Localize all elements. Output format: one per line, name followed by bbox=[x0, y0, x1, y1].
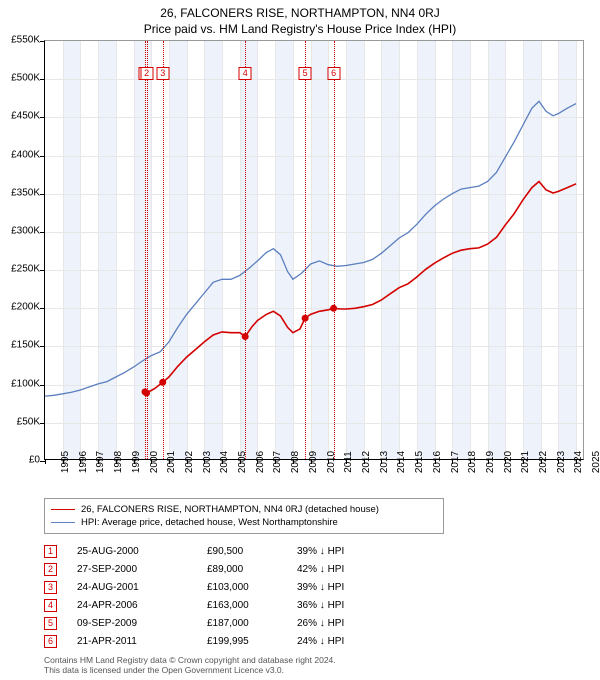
y-tick-label: £550K bbox=[0, 35, 40, 46]
sales-row-delta: 39% ↓ HPI bbox=[297, 546, 397, 557]
legend-row: 26, FALCONERS RISE, NORTHAMPTON, NN4 0RJ… bbox=[51, 503, 437, 516]
legend-label: 26, FALCONERS RISE, NORTHAMPTON, NN4 0RJ… bbox=[81, 504, 379, 515]
footer-line1: Contains HM Land Registry data © Crown c… bbox=[44, 655, 336, 666]
sales-row-number: 3 bbox=[44, 581, 57, 594]
x-tick-label: 2025 bbox=[575, 451, 600, 473]
sales-row-price: £103,000 bbox=[207, 582, 297, 593]
y-tick bbox=[40, 270, 45, 271]
sales-row-date: 24-AUG-2001 bbox=[77, 582, 207, 593]
sales-row: 6 21-APR-2011£199,99524% ↓ HPI bbox=[44, 632, 397, 650]
y-tick-label: £300K bbox=[0, 225, 40, 236]
sale-marker-number: 5 bbox=[299, 67, 312, 80]
sale-marker-line bbox=[305, 41, 306, 459]
sales-row: 3 24-AUG-2001£103,00039% ↓ HPI bbox=[44, 578, 397, 596]
y-tick-label: £50K bbox=[0, 416, 40, 427]
sales-row-price: £90,500 bbox=[207, 546, 297, 557]
chart-plot-area: 123456 bbox=[44, 40, 584, 460]
y-tick-label: £150K bbox=[0, 340, 40, 351]
sales-row-number: 1 bbox=[44, 545, 57, 558]
y-tick-label: £250K bbox=[0, 264, 40, 275]
sales-row-delta: 26% ↓ HPI bbox=[297, 618, 397, 629]
y-tick-label: £500K bbox=[0, 73, 40, 84]
y-tick bbox=[40, 156, 45, 157]
sales-row-price: £163,000 bbox=[207, 600, 297, 611]
hpi-line bbox=[45, 101, 576, 396]
sale-marker-line bbox=[147, 41, 148, 459]
sales-row-number: 4 bbox=[44, 599, 57, 612]
sales-row-price: £89,000 bbox=[207, 564, 297, 575]
sales-row-price: £199,995 bbox=[207, 636, 297, 647]
y-tick bbox=[40, 423, 45, 424]
chart-title-subtitle: Price paid vs. HM Land Registry's House … bbox=[0, 20, 600, 40]
y-tick-label: £400K bbox=[0, 149, 40, 160]
sale-marker-number: 3 bbox=[156, 67, 169, 80]
sales-row-number: 6 bbox=[44, 635, 57, 648]
y-tick bbox=[40, 346, 45, 347]
sales-row: 1 25-AUG-2000£90,50039% ↓ HPI bbox=[44, 542, 397, 560]
sales-table: 125-AUG-2000£90,50039% ↓ HPI227-SEP-2000… bbox=[44, 542, 397, 650]
y-tick-label: £450K bbox=[0, 111, 40, 122]
legend-label: HPI: Average price, detached house, West… bbox=[81, 517, 338, 528]
chart-svg bbox=[45, 41, 583, 459]
y-tick-label: £200K bbox=[0, 302, 40, 313]
sales-row-delta: 36% ↓ HPI bbox=[297, 600, 397, 611]
sales-row-delta: 39% ↓ HPI bbox=[297, 582, 397, 593]
y-tick-label: £0 bbox=[0, 455, 40, 466]
sales-row-number: 2 bbox=[44, 563, 57, 576]
y-tick bbox=[40, 385, 45, 386]
chart-legend: 26, FALCONERS RISE, NORTHAMPTON, NN4 0RJ… bbox=[44, 498, 444, 534]
sales-row-date: 09-SEP-2009 bbox=[77, 618, 207, 629]
legend-swatch bbox=[51, 509, 75, 510]
footer-attribution: Contains HM Land Registry data © Crown c… bbox=[44, 655, 336, 676]
y-tick bbox=[40, 232, 45, 233]
chart-title-address: 26, FALCONERS RISE, NORTHAMPTON, NN4 0RJ bbox=[0, 0, 600, 20]
sales-row-delta: 42% ↓ HPI bbox=[297, 564, 397, 575]
sales-row-date: 24-APR-2006 bbox=[77, 600, 207, 611]
sale-marker-line bbox=[163, 41, 164, 459]
sales-row-date: 25-AUG-2000 bbox=[77, 546, 207, 557]
sales-row: 5 09-SEP-2009£187,00026% ↓ HPI bbox=[44, 614, 397, 632]
y-tick bbox=[40, 79, 45, 80]
footer-line2: This data is licensed under the Open Gov… bbox=[44, 665, 336, 676]
sale-marker-line bbox=[334, 41, 335, 459]
sales-row-price: £187,000 bbox=[207, 618, 297, 629]
y-tick-label: £100K bbox=[0, 378, 40, 389]
sales-row: 4 24-APR-2006£163,00036% ↓ HPI bbox=[44, 596, 397, 614]
y-tick bbox=[40, 117, 45, 118]
sales-row-number: 5 bbox=[44, 617, 57, 630]
sale-marker-number: 4 bbox=[239, 67, 252, 80]
sales-row-date: 21-APR-2011 bbox=[77, 636, 207, 647]
legend-row: HPI: Average price, detached house, West… bbox=[51, 516, 437, 529]
y-tick-label: £350K bbox=[0, 187, 40, 198]
sales-row-delta: 24% ↓ HPI bbox=[297, 636, 397, 647]
sale-marker-number: 2 bbox=[140, 67, 153, 80]
sale-marker-number: 6 bbox=[327, 67, 340, 80]
sales-row: 2 27-SEP-2000£89,00042% ↓ HPI bbox=[44, 560, 397, 578]
y-tick bbox=[40, 194, 45, 195]
legend-swatch bbox=[51, 522, 75, 523]
sales-row-date: 27-SEP-2000 bbox=[77, 564, 207, 575]
sale-marker-line bbox=[245, 41, 246, 459]
y-tick bbox=[40, 41, 45, 42]
y-tick bbox=[40, 308, 45, 309]
